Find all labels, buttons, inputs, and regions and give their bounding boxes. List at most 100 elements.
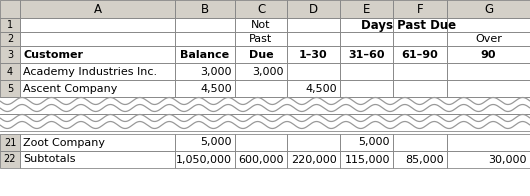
Bar xyxy=(340,134,393,151)
Bar xyxy=(0,32,20,46)
Bar xyxy=(287,0,340,18)
Text: 4,500: 4,500 xyxy=(200,83,232,93)
Bar xyxy=(393,32,447,46)
Bar xyxy=(393,80,447,97)
Bar xyxy=(175,0,235,18)
Bar xyxy=(393,151,447,168)
Bar xyxy=(0,46,20,63)
Bar xyxy=(447,18,530,32)
Bar xyxy=(0,0,20,18)
Bar xyxy=(0,134,20,151)
Bar xyxy=(447,151,530,168)
Bar xyxy=(447,134,530,151)
Bar xyxy=(393,134,447,151)
Bar xyxy=(447,0,530,18)
Bar xyxy=(0,46,20,63)
Bar xyxy=(340,32,393,46)
Bar xyxy=(287,18,340,32)
Bar xyxy=(0,80,20,97)
Text: 90: 90 xyxy=(481,50,496,60)
Text: Due: Due xyxy=(249,50,273,60)
Bar xyxy=(287,0,340,18)
Bar xyxy=(393,18,447,32)
Bar xyxy=(235,46,287,63)
Text: D: D xyxy=(309,3,318,15)
Bar xyxy=(175,0,235,18)
Bar xyxy=(287,63,340,80)
Text: 31–60: 31–60 xyxy=(348,50,385,60)
Text: Ascent Company: Ascent Company xyxy=(23,83,117,93)
Text: A: A xyxy=(93,3,102,15)
Bar xyxy=(175,32,235,46)
Bar xyxy=(447,80,530,97)
Text: 30,000: 30,000 xyxy=(489,154,527,164)
Text: Academy Industries Inc.: Academy Industries Inc. xyxy=(23,66,157,76)
Bar xyxy=(20,0,175,18)
Text: 5: 5 xyxy=(7,83,13,93)
Text: G: G xyxy=(484,3,493,15)
Text: F: F xyxy=(417,3,423,15)
Bar xyxy=(235,0,287,18)
Bar xyxy=(235,32,287,46)
Text: Not: Not xyxy=(251,20,271,30)
Text: Zoot Company: Zoot Company xyxy=(23,138,105,148)
Text: 3,000: 3,000 xyxy=(200,66,232,76)
Bar xyxy=(447,46,530,63)
Bar xyxy=(340,63,393,80)
Bar xyxy=(20,151,175,168)
Text: Subtotals: Subtotals xyxy=(23,154,75,164)
Bar xyxy=(235,151,287,168)
Bar xyxy=(393,0,447,18)
Text: 1–30: 1–30 xyxy=(299,50,328,60)
Bar xyxy=(175,46,235,63)
Bar xyxy=(0,80,20,97)
Bar xyxy=(235,63,287,80)
Bar xyxy=(447,63,530,80)
Bar xyxy=(340,46,393,63)
Bar xyxy=(340,18,393,32)
Bar xyxy=(20,134,175,151)
Bar xyxy=(0,134,20,151)
Bar xyxy=(235,134,287,151)
Text: 115,000: 115,000 xyxy=(344,154,390,164)
Bar xyxy=(447,32,530,46)
Text: Days Past Due: Days Past Due xyxy=(361,18,456,32)
Bar xyxy=(0,18,20,32)
Bar xyxy=(20,46,175,63)
Bar xyxy=(0,32,20,46)
Text: 4: 4 xyxy=(7,66,13,76)
Text: Customer: Customer xyxy=(23,50,83,60)
Bar xyxy=(340,0,393,18)
Text: 600,000: 600,000 xyxy=(238,154,284,164)
Text: 3: 3 xyxy=(7,50,13,60)
Bar xyxy=(0,63,20,80)
Bar xyxy=(175,80,235,97)
Bar xyxy=(175,18,235,32)
Text: 21: 21 xyxy=(4,138,16,148)
Text: Balance: Balance xyxy=(180,50,229,60)
Bar xyxy=(393,0,447,18)
Bar xyxy=(20,0,175,18)
Bar xyxy=(287,32,340,46)
Bar xyxy=(235,0,287,18)
Text: 4,500: 4,500 xyxy=(305,83,337,93)
Bar xyxy=(0,0,20,18)
Bar xyxy=(0,18,20,32)
Bar xyxy=(287,80,340,97)
Bar xyxy=(393,46,447,63)
Bar xyxy=(340,0,393,18)
Text: 1,050,000: 1,050,000 xyxy=(176,154,232,164)
Bar xyxy=(0,151,20,168)
Text: 5,000: 5,000 xyxy=(200,138,232,148)
Bar xyxy=(393,63,447,80)
Text: B: B xyxy=(201,3,209,15)
Bar xyxy=(287,151,340,168)
Text: 2: 2 xyxy=(7,34,13,44)
Text: 22: 22 xyxy=(4,154,16,164)
Bar xyxy=(340,80,393,97)
Text: 61–90: 61–90 xyxy=(402,50,438,60)
Bar xyxy=(0,151,20,168)
Text: E: E xyxy=(363,3,370,15)
Bar xyxy=(287,46,340,63)
Bar xyxy=(20,80,175,97)
